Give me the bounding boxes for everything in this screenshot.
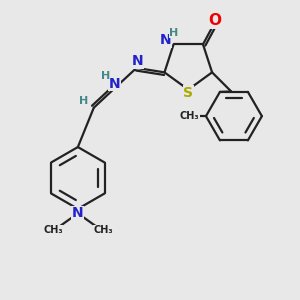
Text: N: N	[72, 206, 84, 220]
Text: N: N	[132, 55, 144, 68]
Text: H: H	[79, 96, 88, 106]
Text: CH₃: CH₃	[93, 225, 113, 236]
Text: N: N	[160, 33, 171, 47]
Text: H: H	[169, 28, 178, 38]
Text: O: O	[208, 13, 221, 28]
Text: S: S	[183, 86, 193, 100]
Text: N: N	[132, 55, 144, 68]
Text: O: O	[208, 13, 221, 28]
Text: S: S	[183, 86, 193, 100]
Text: CH₃: CH₃	[43, 225, 63, 236]
Text: H: H	[101, 71, 110, 81]
Text: CH₃: CH₃	[180, 111, 200, 121]
Text: N: N	[109, 76, 120, 91]
Text: N: N	[160, 33, 171, 47]
Text: N: N	[72, 206, 84, 220]
Text: N: N	[109, 76, 120, 91]
